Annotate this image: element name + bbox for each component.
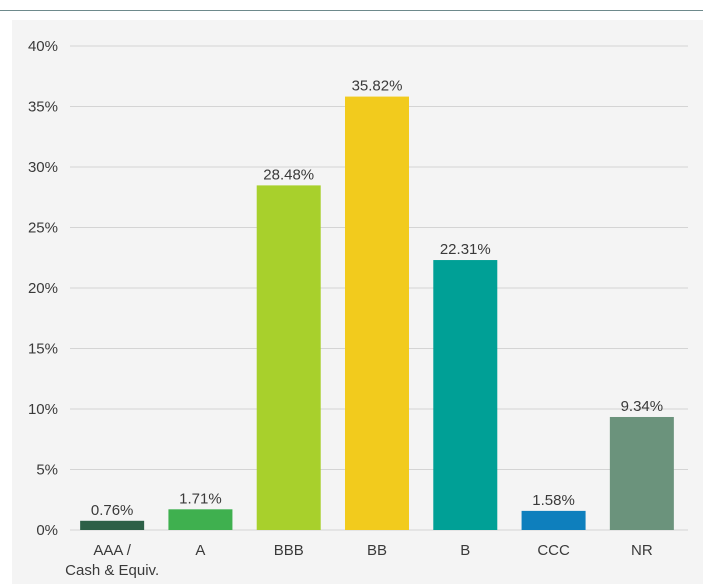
- x-category-label: BB: [367, 542, 387, 559]
- bar: [345, 96, 409, 530]
- top-divider: [0, 10, 703, 11]
- data-label: 28.48%: [263, 166, 314, 183]
- data-label: 22.31%: [440, 241, 491, 258]
- x-category-label: A: [195, 542, 205, 559]
- data-label: 1.71%: [179, 490, 222, 507]
- data-label: 1.58%: [532, 492, 575, 509]
- y-tick-label: 0%: [36, 522, 58, 539]
- x-category-label: BBB: [274, 542, 304, 559]
- bar: [609, 416, 674, 530]
- y-tick-label: 10%: [28, 401, 58, 418]
- y-tick-label: 35%: [28, 99, 58, 116]
- bar: [256, 185, 321, 530]
- y-tick-label: 5%: [36, 462, 58, 479]
- bar: [433, 260, 498, 530]
- y-tick-label: 25%: [28, 220, 58, 237]
- y-tick-label: 40%: [28, 38, 58, 55]
- data-label: 35.82%: [352, 78, 403, 95]
- x-category-label: Cash & Equiv.: [65, 562, 159, 579]
- x-category-label: AAA /: [93, 542, 131, 559]
- x-category-label: CCC: [537, 542, 570, 559]
- y-tick-label: 15%: [28, 341, 58, 358]
- y-tick-label: 30%: [28, 159, 58, 176]
- bar: [521, 510, 586, 530]
- x-category-label: NR: [631, 542, 653, 559]
- x-category-label: B: [460, 542, 470, 559]
- data-label: 0.76%: [91, 502, 134, 519]
- bar: [168, 509, 233, 530]
- bar: [80, 520, 145, 530]
- data-label: 9.34%: [621, 398, 664, 415]
- y-tick-label: 20%: [28, 280, 58, 297]
